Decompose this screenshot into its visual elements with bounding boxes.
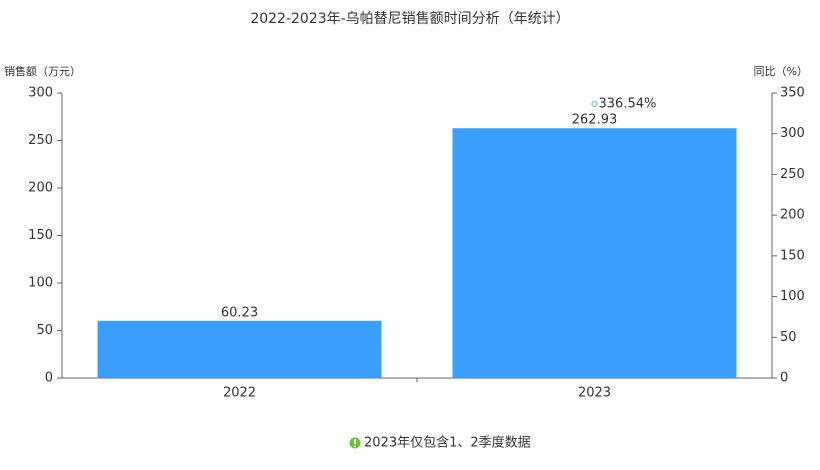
- y2-tick-label: 50: [780, 330, 797, 345]
- bar-value-label: 60.23: [221, 305, 258, 320]
- note-icon-mark: [354, 439, 356, 444]
- y-tick-label: 250: [28, 133, 53, 148]
- bar: [452, 128, 737, 378]
- y-tick-label: 200: [28, 181, 53, 196]
- note-icon-dot: [354, 445, 356, 448]
- note-text: 2023年仅包含1、2季度数据: [364, 435, 531, 451]
- y-tick-label: 0: [45, 371, 53, 386]
- x-tick-label: 2022: [223, 386, 256, 401]
- note: 2023年仅包含1、2季度数据: [349, 435, 531, 451]
- y2-tick-label: 250: [780, 167, 805, 182]
- y-tick-label: 300: [28, 86, 53, 101]
- y-tick-label: 150: [28, 228, 53, 243]
- y-tick-label: 50: [36, 323, 53, 338]
- y-tick-label: 100: [28, 276, 53, 291]
- line-value-label: 336.54%: [599, 96, 657, 111]
- y2-tick-label: 150: [780, 248, 805, 263]
- y2-tick-label: 0: [780, 371, 788, 386]
- x-tick-label: 2023: [578, 386, 611, 401]
- y2-tick-label: 100: [780, 289, 805, 304]
- line-point: [591, 100, 598, 108]
- y2-tick-label: 200: [780, 208, 805, 223]
- y2-axis-label: 同比（%）: [754, 65, 808, 78]
- y2-tick-label: 300: [780, 126, 805, 141]
- bar: [97, 320, 382, 378]
- bar-value-label: 262.93: [572, 113, 618, 128]
- y2-tick-label: 350: [780, 86, 805, 101]
- y-axis-label: 销售额（万元）: [4, 64, 81, 78]
- chart-title: 2022-2023年-乌帕替尼销售额时间分析（年统计）: [250, 11, 569, 27]
